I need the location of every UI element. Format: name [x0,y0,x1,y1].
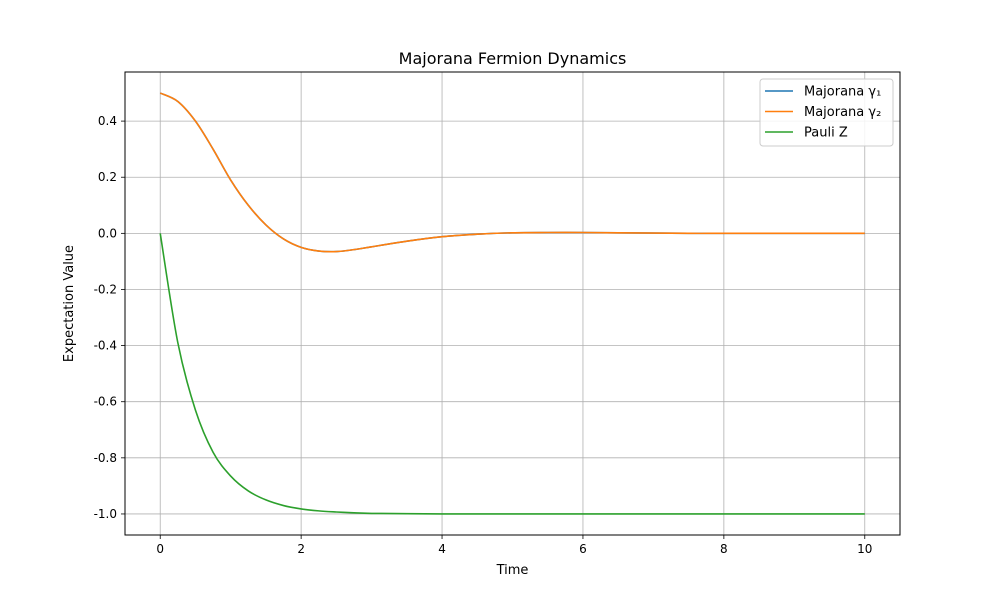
x-tick-label: 6 [579,542,587,556]
legend: Majorana γ₁ Majorana γ₂ Pauli Z [759,78,894,147]
y-tick-label: 0.2 [98,170,117,184]
legend-box [759,78,894,147]
chart-title: Majorana Fermion Dynamics [399,49,627,68]
series-lines [159,92,865,515]
series-line-3 [159,233,865,515]
x-tick-label: 8 [720,542,728,556]
y-tick-label: 0.0 [98,226,117,240]
x-tick-label: 2 [297,542,305,556]
y-tick-label: -0.4 [94,339,117,353]
y-tick-label: 0.4 [98,114,117,128]
legend-label-2: Majorana γ₂ [804,105,881,120]
y-axis-ticks: -1.0 -0.8 -0.6 -0.4 -0.2 0.0 0.2 0.4 [94,114,125,521]
y-tick-label: -0.6 [94,395,117,409]
legend-label-3: Pauli Z [804,126,848,141]
y-tick-label: -0.8 [94,451,117,465]
legend-label-1: Majorana γ₁ [804,85,881,100]
grid [125,72,900,535]
y-axis-label: Expectation Value [62,245,77,362]
series-line-2 [159,92,865,253]
x-tick-label: 10 [857,542,872,556]
x-axis-label: Time [496,563,529,578]
y-tick-label: -0.2 [94,282,117,296]
plot-frame [124,71,901,536]
x-tick-label: 4 [438,542,446,556]
x-tick-label: 0 [156,542,164,556]
x-axis-ticks: 0 2 4 6 8 10 [156,535,872,556]
y-tick-label: -1.0 [94,507,117,521]
